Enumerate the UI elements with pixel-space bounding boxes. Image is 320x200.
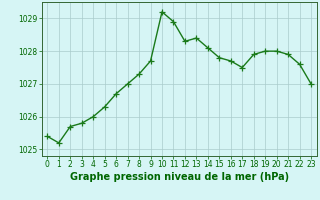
X-axis label: Graphe pression niveau de la mer (hPa): Graphe pression niveau de la mer (hPa) — [70, 172, 289, 182]
